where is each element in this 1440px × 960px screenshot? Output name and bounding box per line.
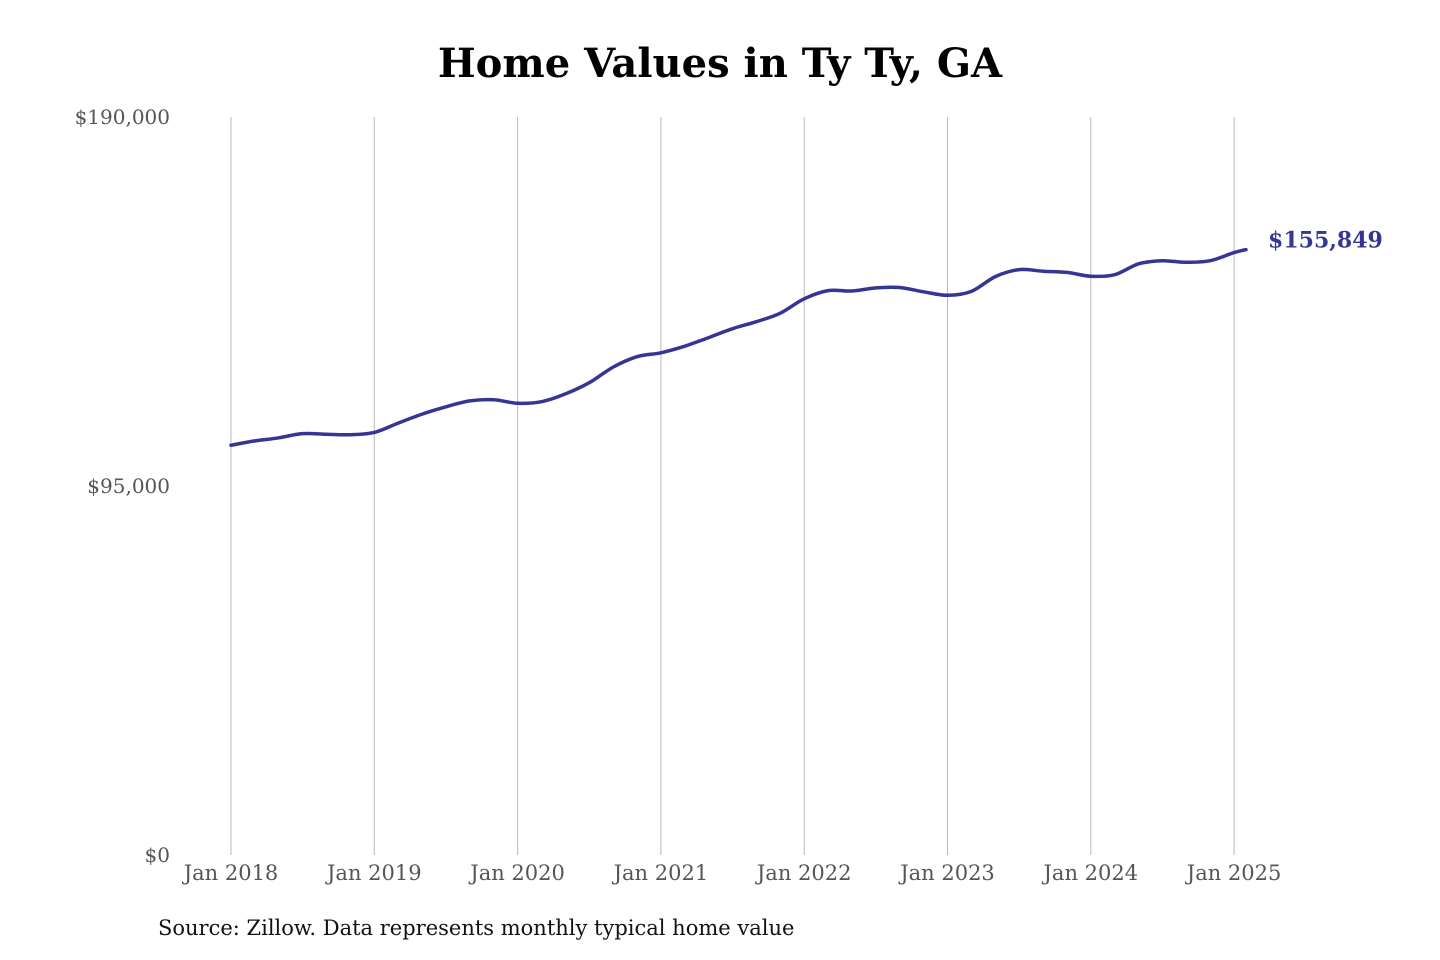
x-tick-label: Jan 2018: [182, 861, 279, 885]
y-tick-label: $0: [145, 843, 170, 867]
x-tick-label: Jan 2021: [612, 861, 709, 885]
x-tick-label: Jan 2024: [1042, 861, 1139, 885]
x-tick-label: Jan 2019: [325, 861, 422, 885]
annotation-layer: $155,849: [1268, 228, 1383, 254]
series-layer: [229, 247, 1248, 447]
series-line-0: [229, 247, 1248, 447]
grid-lines: [230, 117, 1235, 855]
y-tick-label: $190,000: [75, 105, 170, 129]
end-value-label: $155,849: [1268, 228, 1383, 254]
x-tick-label: Jan 2020: [468, 861, 565, 885]
x-tick-label: Jan 2025: [1185, 861, 1282, 885]
x-axis-ticks: Jan 2018 Jan 2019 Jan 2020 Jan 2021 Jan 2022…: [182, 861, 1282, 885]
x-tick-label: Jan 2023: [898, 861, 995, 885]
source-note: Source: Zillow. Data represents monthly …: [158, 916, 795, 940]
x-tick-label: Jan 2022: [755, 861, 852, 885]
y-tick-label: $95,000: [87, 474, 170, 498]
chart-title: Home Values in Ty Ty, GA: [437, 40, 1003, 87]
y-axis-ticks: $0 $95,000 $190,000: [75, 105, 170, 867]
